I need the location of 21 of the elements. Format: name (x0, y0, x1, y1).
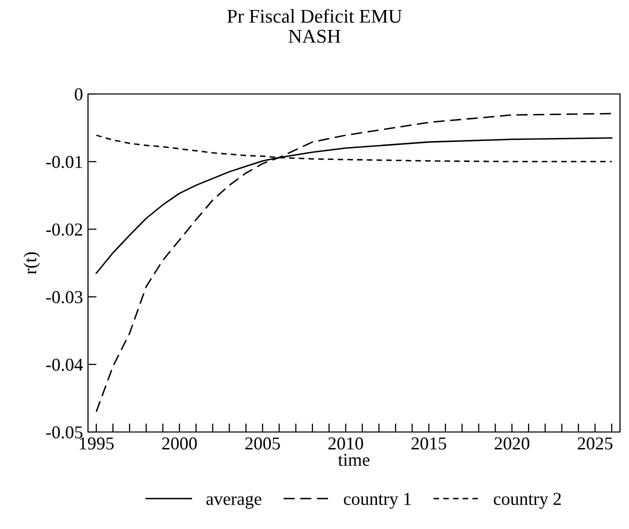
y-tick-label: -0.02 (46, 223, 82, 236)
y-tick-label: -0.03 (46, 291, 82, 304)
y-tick-label: -0.05 (46, 426, 82, 439)
x-tick-label: 2015 (412, 437, 446, 450)
x-tick-label: 2005 (245, 437, 280, 450)
x-tick-label: 2020 (494, 437, 530, 450)
legend-label: country 2 (494, 492, 561, 509)
x-tick-label: 1995 (80, 437, 114, 450)
x-tick-label: 2025 (578, 437, 612, 450)
legend-label: average (206, 496, 262, 509)
chart-subtitle: NASH (288, 30, 340, 43)
y-tick-label: 0 (74, 88, 82, 100)
x-tick-label: 2010 (328, 437, 364, 450)
x-axis-title: time (338, 454, 370, 466)
y-tick-label: -0.04 (46, 358, 83, 371)
line-series (96, 112, 612, 412)
chart-title: Pr Fiscal Deficit EMU (227, 8, 402, 23)
y-tick-label: -0.01 (46, 156, 82, 168)
legend-label: country 1 (344, 492, 411, 509)
x-tick-label: 2000 (162, 437, 197, 450)
y-axis-title: r(t) (24, 252, 40, 274)
